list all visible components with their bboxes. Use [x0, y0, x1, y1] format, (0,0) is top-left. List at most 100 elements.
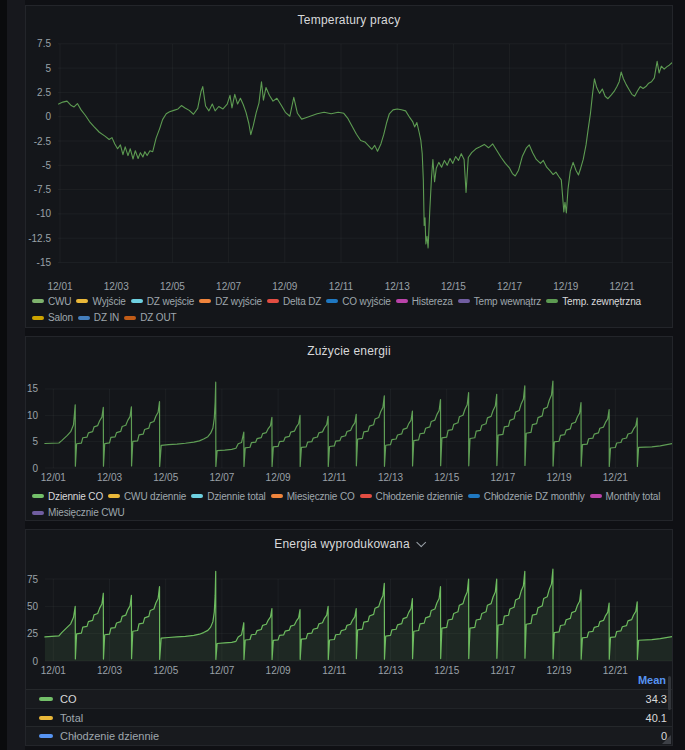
- series-swatch: [124, 316, 136, 320]
- svg-text:12/21: 12/21: [609, 281, 634, 292]
- svg-text:12/09: 12/09: [272, 281, 297, 292]
- panel-resize-handle[interactable]: [662, 735, 671, 744]
- legend-item-label: Monthly total: [606, 489, 661, 504]
- svg-text:5: 5: [32, 436, 38, 447]
- svg-text:-5: -5: [42, 160, 51, 171]
- series-swatch: [32, 511, 44, 515]
- series-label[interactable]: Total: [60, 712, 646, 724]
- svg-text:12/15: 12/15: [434, 472, 459, 483]
- legend-item[interactable]: Temp. zewnętrzna: [546, 294, 641, 309]
- legend-item[interactable]: Dziennie CO: [32, 489, 103, 504]
- svg-text:5: 5: [45, 63, 51, 74]
- svg-text:0: 0: [32, 656, 38, 667]
- legend-item-label: Temp wewnątrz: [474, 294, 542, 309]
- table-row[interactable]: Chłodzenie dziennie 0: [26, 726, 672, 745]
- legend-item[interactable]: DZ IN: [78, 310, 119, 325]
- panel-zuzycie-energii: Zużycie energii 12/0112/0312/0512/0712/0…: [25, 336, 673, 521]
- svg-text:12/13: 12/13: [378, 472, 403, 483]
- legend-item[interactable]: Histereza: [396, 294, 453, 309]
- legend-item[interactable]: Temp wewnątrz: [458, 294, 542, 309]
- series-swatch: [458, 299, 470, 303]
- mean-value: 34.3: [646, 693, 667, 705]
- svg-text:12/11: 12/11: [322, 472, 347, 483]
- series-swatch: [468, 494, 480, 498]
- legend-item[interactable]: Miesięcznie CO: [271, 489, 355, 504]
- legend-row: CWU Wyjście DZ wejście DZ wyjście Delta DZ CO…: [32, 292, 669, 309]
- series-swatch: [131, 299, 143, 303]
- legend-item-label: Histereza: [412, 294, 453, 309]
- series-swatch: [78, 316, 90, 320]
- svg-text:12/19: 12/19: [547, 472, 572, 483]
- series-label[interactable]: Chłodzenie dziennie: [60, 730, 661, 742]
- series-swatch: [396, 299, 408, 303]
- legend-item-label: CWU dziennie: [124, 489, 186, 504]
- legend-item[interactable]: Chłodzenie DZ monthly: [468, 489, 585, 504]
- legend-item[interactable]: DZ wejście: [131, 294, 194, 309]
- legend-item-label: DZ wejście: [147, 294, 194, 309]
- legend-item[interactable]: Chłodzenie dziennie: [360, 489, 463, 504]
- panel-title[interactable]: Zużycie energii: [26, 344, 672, 358]
- legend-row: Salon DZ IN DZ OUT: [32, 309, 669, 326]
- legend-item[interactable]: Delta DZ: [267, 294, 321, 309]
- svg-text:-12.5: -12.5: [28, 233, 51, 244]
- legend-item-label: CO wyjście: [342, 294, 391, 309]
- legend-item[interactable]: Wyjście: [76, 294, 125, 309]
- svg-text:12/17: 12/17: [497, 281, 522, 292]
- legend-table-header: Mean: [26, 674, 672, 689]
- svg-text:12/13: 12/13: [385, 281, 410, 292]
- legend-item[interactable]: CWU dziennie: [108, 489, 186, 504]
- panel-title-text: Temperatury pracy: [298, 13, 401, 27]
- legend-item-label: Miesięcznie CWU: [48, 505, 125, 520]
- table-row[interactable]: Total 40.1: [26, 708, 672, 727]
- legend-item-label: Wyjście: [92, 294, 125, 309]
- legend-item[interactable]: Monthly total: [590, 489, 661, 504]
- legend-item-label: DZ wyjście: [215, 294, 262, 309]
- legend-item-label: CWU: [48, 294, 71, 309]
- legend-item-label: Dziennie CO: [48, 489, 103, 504]
- temperature-legend: CWU Wyjście DZ wejście DZ wyjście Delta DZ CO…: [32, 292, 669, 325]
- legend-item[interactable]: Dziennie total: [191, 489, 266, 504]
- series-swatch: [39, 716, 53, 720]
- series-label[interactable]: CO: [60, 693, 646, 705]
- svg-text:12/15: 12/15: [441, 281, 466, 292]
- legend-item-label: Salon: [48, 310, 73, 325]
- mean-column-header[interactable]: Mean: [638, 674, 666, 686]
- svg-text:12/07: 12/07: [209, 472, 234, 483]
- svg-text:12/07: 12/07: [216, 281, 241, 292]
- svg-text:12/01: 12/01: [41, 472, 66, 483]
- legend-item-label: Chłodzenie dziennie: [376, 489, 463, 504]
- legend-row: Dziennie CO CWU dziennie Dziennie total Mie…: [32, 487, 669, 504]
- legend-item-label: Chłodzenie DZ monthly: [484, 489, 585, 504]
- svg-text:75: 75: [27, 574, 39, 585]
- svg-text:2.5: 2.5: [37, 87, 51, 98]
- series-swatch: [108, 494, 120, 498]
- svg-text:12/09: 12/09: [266, 472, 291, 483]
- legend-item[interactable]: Salon: [32, 310, 73, 325]
- table-scrollbar[interactable]: [668, 676, 671, 710]
- svg-text:15: 15: [27, 383, 39, 394]
- svg-text:12/03: 12/03: [104, 281, 129, 292]
- legend-item[interactable]: DZ OUT: [124, 310, 176, 325]
- series-swatch: [76, 299, 88, 303]
- temperature-chart: 12/0112/0312/0512/0712/0912/1112/1312/15…: [26, 6, 672, 327]
- svg-text:25: 25: [27, 628, 39, 639]
- series-swatch: [32, 316, 44, 320]
- panel-title[interactable]: Temperatury pracy: [26, 13, 672, 27]
- svg-text:12/21: 12/21: [603, 472, 628, 483]
- legend-item[interactable]: CWU: [32, 294, 71, 309]
- svg-text:12/03: 12/03: [97, 472, 122, 483]
- panel-title[interactable]: Energia wyprodukowana: [26, 537, 672, 551]
- table-row[interactable]: CO 34.3: [26, 689, 672, 708]
- svg-text:12/01: 12/01: [47, 281, 72, 292]
- legend-item[interactable]: Miesięcznie CWU: [32, 505, 125, 520]
- legend-item[interactable]: CO wyjście: [326, 294, 391, 309]
- legend-item[interactable]: DZ wyjście: [199, 294, 262, 309]
- panel-energia-wyprodukowana: Energia wyprodukowana 12/0112/0312/0512/…: [25, 529, 673, 746]
- legend-item-label: Temp. zewnętrzna: [562, 294, 641, 309]
- chevron-down-icon: [416, 537, 426, 547]
- legend-table: Mean CO 34.3 Total 40.1 Chłodzenie dzien…: [26, 674, 672, 745]
- svg-text:-15: -15: [37, 257, 52, 268]
- svg-text:0: 0: [45, 111, 51, 122]
- legend-item-label: DZ OUT: [140, 310, 176, 325]
- legend-item-label: DZ IN: [94, 310, 119, 325]
